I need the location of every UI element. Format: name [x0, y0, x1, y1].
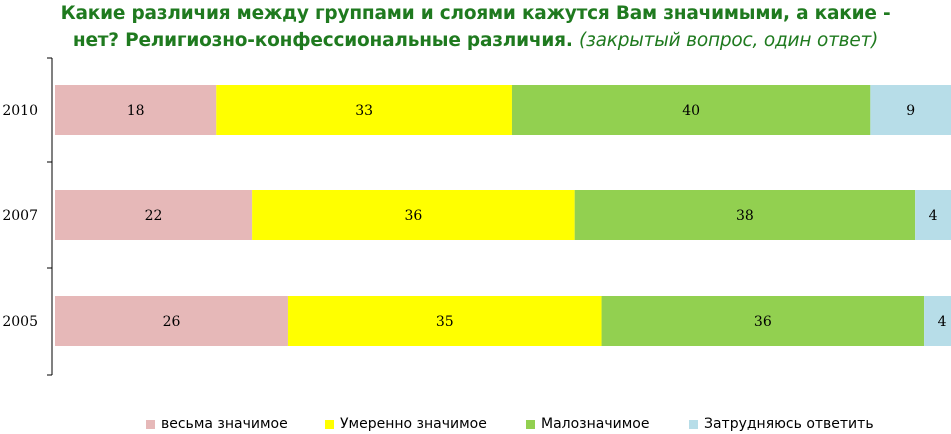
y-tick-label-2005: 2005	[2, 314, 38, 330]
bar-2007-series-1	[252, 190, 575, 240]
legend-swatch	[146, 419, 155, 429]
legend-label: весьма значимое	[161, 416, 288, 432]
data-label-2010-series-0: 18	[127, 103, 145, 119]
data-label-2010-series-3: 9	[906, 103, 915, 119]
bar-2005-series-2	[601, 296, 925, 346]
bar-2005-series-0	[55, 296, 288, 346]
bar-2010-series-0	[55, 85, 217, 135]
data-label-2005-series-2: 36	[754, 314, 772, 330]
bar-2007-series-0	[55, 190, 253, 240]
data-label-2007-series-2: 38	[736, 208, 754, 224]
legend-item-2: Малозначимое	[526, 416, 649, 432]
bar-2007-series-3	[915, 190, 951, 240]
legend-label: Малозначимое	[541, 416, 650, 432]
data-label-2010-series-2: 40	[682, 103, 700, 119]
legend-label: Затрудняюсь ответить	[704, 416, 874, 432]
legend-swatch	[689, 419, 698, 429]
data-label-2007-series-0: 22	[145, 208, 163, 224]
data-label-2007-series-1: 36	[404, 208, 422, 224]
chart-legend: весьма значимое Умеренно значимое Малознач…	[0, 416, 951, 434]
chart-title-line1: Какие различия между группами и слоями к…	[60, 3, 891, 24]
legend-swatch	[325, 419, 334, 429]
legend-item-3: Затрудняюсь ответить	[689, 416, 874, 432]
bar-2010-series-2	[511, 85, 871, 135]
y-tick-label-2010: 2010	[2, 103, 38, 119]
chart-title-note: (закрытый вопрос, один ответ)	[578, 30, 879, 51]
data-label-2005-series-3: 4	[938, 314, 947, 330]
data-label-2007-series-3: 4	[929, 208, 938, 224]
legend-swatch	[526, 419, 535, 429]
legend-item-1: Умеренно значимое	[325, 416, 487, 432]
bar-2005-series-3	[924, 296, 951, 346]
bar-2005-series-1	[287, 296, 602, 346]
y-tick-label-2007: 2007	[2, 208, 38, 224]
chart-title: Какие различия между группами и слоями к…	[0, 0, 951, 54]
chart-title-line2: нет? Религиозно-конфессиональные различи…	[72, 30, 579, 51]
data-label-2005-series-0: 26	[163, 314, 181, 330]
bar-2007-series-2	[574, 190, 916, 240]
legend-item-0: весьма значимое	[146, 416, 288, 432]
legend-label: Умеренно значимое	[340, 416, 487, 432]
bar-2010-series-1	[216, 85, 512, 135]
data-label-2005-series-1: 35	[436, 314, 454, 330]
data-label-2010-series-1: 33	[355, 103, 373, 119]
bar-2010-series-3	[870, 85, 951, 135]
